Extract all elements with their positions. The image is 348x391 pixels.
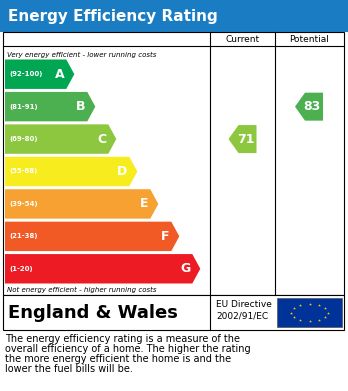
Bar — [0, 0, 348, 32]
Bar — [277, 298, 342, 327]
Polygon shape — [229, 125, 256, 153]
Text: C: C — [97, 133, 106, 145]
Text: G: G — [180, 262, 190, 275]
Polygon shape — [295, 93, 323, 121]
Text: A: A — [55, 68, 64, 81]
Text: The energy efficiency rating is a measure of the: The energy efficiency rating is a measur… — [5, 334, 240, 344]
Polygon shape — [5, 124, 116, 154]
Text: EU Directive
2002/91/EC: EU Directive 2002/91/EC — [216, 300, 272, 321]
Text: Potential: Potential — [289, 34, 329, 43]
Text: Current: Current — [226, 34, 260, 43]
Polygon shape — [5, 157, 137, 186]
Text: (69-80): (69-80) — [9, 136, 38, 142]
Text: Very energy efficient - lower running costs: Very energy efficient - lower running co… — [7, 52, 156, 58]
Text: F: F — [161, 230, 169, 243]
Text: (39-54): (39-54) — [9, 201, 38, 207]
Text: D: D — [117, 165, 127, 178]
Polygon shape — [5, 59, 74, 89]
Text: (81-91): (81-91) — [9, 104, 38, 109]
Text: E: E — [140, 197, 148, 210]
Polygon shape — [5, 189, 158, 219]
Polygon shape — [5, 92, 95, 121]
Polygon shape — [5, 222, 179, 251]
Text: the more energy efficient the home is and the: the more energy efficient the home is an… — [5, 354, 231, 364]
Text: Not energy efficient - higher running costs: Not energy efficient - higher running co… — [7, 287, 157, 293]
Text: lower the fuel bills will be.: lower the fuel bills will be. — [5, 364, 133, 374]
Text: (55-68): (55-68) — [9, 169, 37, 174]
Text: (1-20): (1-20) — [9, 266, 33, 272]
Text: (21-38): (21-38) — [9, 233, 38, 239]
Text: England & Wales: England & Wales — [8, 303, 178, 321]
Text: 83: 83 — [303, 100, 321, 113]
Polygon shape — [5, 254, 200, 283]
Text: (92-100): (92-100) — [9, 71, 42, 77]
Text: Energy Efficiency Rating: Energy Efficiency Rating — [8, 9, 218, 23]
Text: overall efficiency of a home. The higher the rating: overall efficiency of a home. The higher… — [5, 344, 251, 354]
Text: 71: 71 — [237, 133, 254, 145]
Bar — [3, 295, 344, 330]
Bar — [3, 32, 344, 295]
Text: B: B — [76, 100, 85, 113]
